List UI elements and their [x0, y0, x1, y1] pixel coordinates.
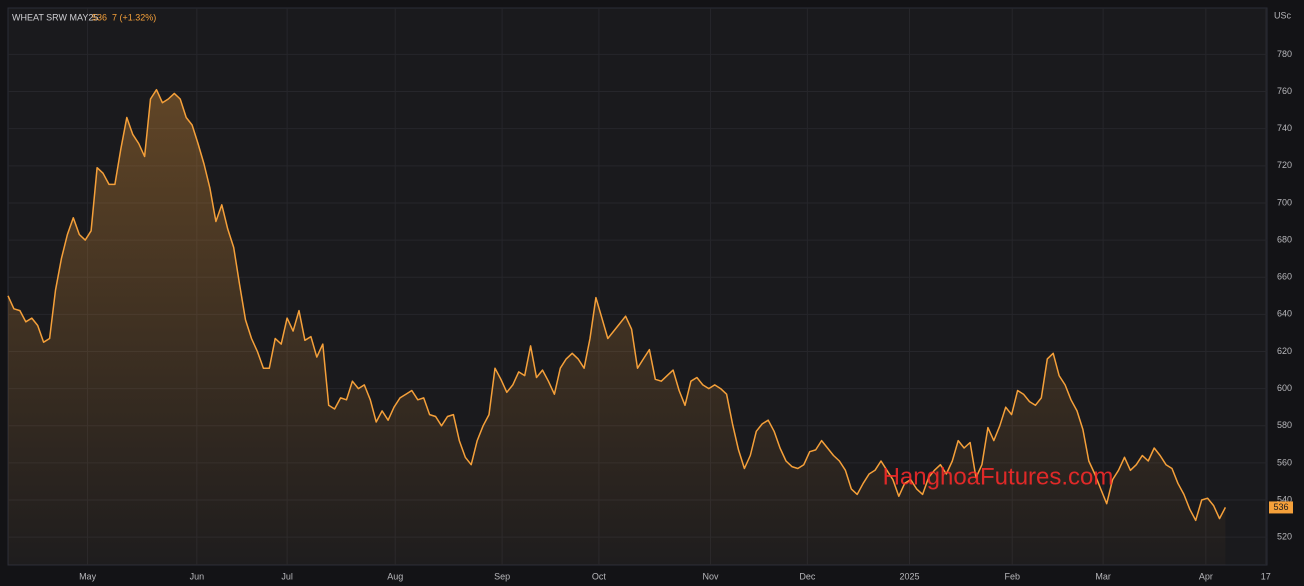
- price-area: [8, 89, 1226, 565]
- y-tick-label: 660: [1277, 272, 1292, 282]
- y-axis-unit: USc: [1274, 10, 1292, 20]
- price-change: 7 (+1.32%): [112, 12, 156, 22]
- x-tick-label: May: [79, 571, 97, 581]
- x-tick-label: Oct: [592, 571, 607, 581]
- y-tick-label: 780: [1277, 49, 1292, 59]
- y-tick-label: 620: [1277, 346, 1292, 356]
- last-price: 536: [92, 12, 107, 22]
- y-tick-label: 680: [1277, 234, 1292, 244]
- x-tick-label: Mar: [1095, 571, 1111, 581]
- x-tick-label: 17: [1261, 571, 1271, 581]
- y-tick-label: 540: [1277, 494, 1292, 504]
- x-tick-label: 2025: [899, 571, 919, 581]
- y-tick-label: 720: [1277, 160, 1292, 170]
- y-tick-label: 700: [1277, 197, 1292, 207]
- price-line: [7, 88, 1227, 522]
- y-tick-label: 520: [1277, 532, 1292, 542]
- x-tick-label: Dec: [799, 571, 816, 581]
- y-tick-label: 740: [1277, 123, 1292, 133]
- watermark: HanghoaFutures.com: [883, 463, 1114, 490]
- last-price-tag-label: 536: [1273, 502, 1288, 512]
- y-tick-label: 640: [1277, 309, 1292, 319]
- y-tick-label: 760: [1277, 86, 1292, 96]
- x-tick-label: Jul: [281, 571, 293, 581]
- x-tick-label: Jun: [190, 571, 205, 581]
- x-tick-label: Apr: [1199, 571, 1213, 581]
- y-tick-label: 560: [1277, 457, 1292, 467]
- instrument-name: WHEAT SRW MAY25: [12, 12, 98, 22]
- y-tick-label: 600: [1277, 383, 1292, 393]
- last-price-tag: [1269, 501, 1293, 514]
- x-tick-label: Nov: [703, 571, 720, 581]
- x-tick-label: Feb: [1004, 571, 1020, 581]
- x-tick-label: Aug: [387, 571, 403, 581]
- x-tick-label: Sep: [494, 571, 510, 581]
- y-tick-label: 580: [1277, 420, 1292, 430]
